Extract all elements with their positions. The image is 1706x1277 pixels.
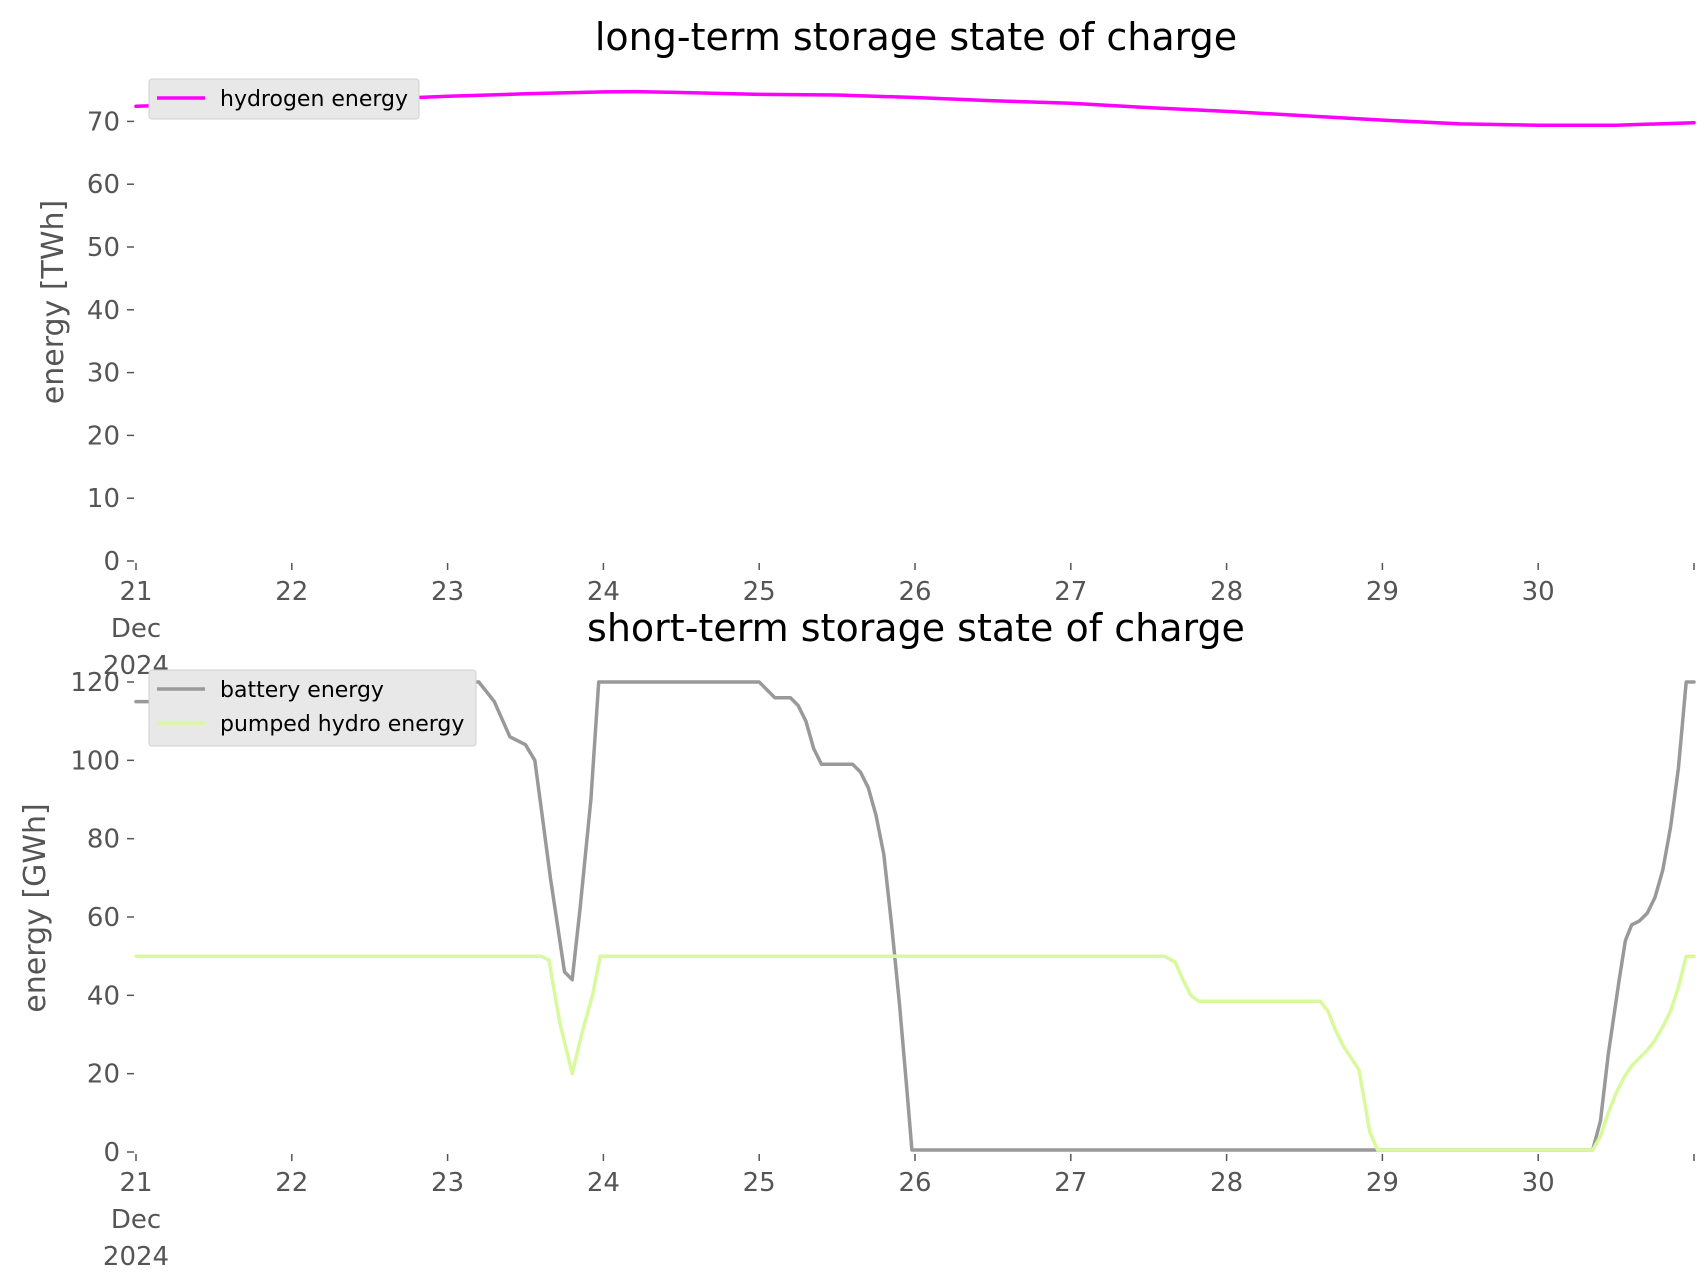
y-tick-label: 60 bbox=[87, 903, 120, 933]
x-tick-label: 28 bbox=[1210, 577, 1243, 607]
x-tick-label: 29 bbox=[1366, 1168, 1399, 1198]
legend: battery energy pumped hydro energy bbox=[148, 669, 477, 747]
y-tick-label: 80 bbox=[87, 825, 120, 855]
x-tick-label: 27 bbox=[1054, 577, 1087, 607]
chart-short-term: short-term storage state of charge energ… bbox=[18, 606, 1696, 1272]
y-tick-label: 40 bbox=[87, 296, 120, 326]
series-line-pumped-hydro-energy bbox=[134, 954, 1696, 1152]
legend: hydrogen energy bbox=[148, 78, 420, 120]
y-tick-label: 20 bbox=[87, 421, 120, 451]
x-tick-label: 26 bbox=[898, 577, 931, 607]
chart-title: short-term storage state of charge bbox=[587, 606, 1245, 650]
y-tick-label: 70 bbox=[87, 107, 120, 137]
legend-label-hydrogen: hydrogen energy bbox=[220, 87, 408, 112]
x-tick-label: 21 bbox=[119, 577, 152, 607]
legend-label-pumped-hydro: pumped hydro energy bbox=[220, 712, 464, 737]
legend-box bbox=[148, 78, 420, 120]
y-tick-label: 50 bbox=[87, 233, 120, 263]
series-line-battery-energy bbox=[134, 680, 1696, 1152]
x-tick-label: 21 bbox=[119, 1168, 152, 1198]
x-tick-label: 27 bbox=[1054, 1168, 1087, 1198]
y-axis-label: energy [TWh] bbox=[36, 200, 71, 404]
x-tick-label: 28 bbox=[1210, 1168, 1243, 1198]
series-layer bbox=[134, 680, 1696, 1152]
x-tick-label: 25 bbox=[743, 1168, 776, 1198]
x-tick-label: Dec bbox=[111, 614, 161, 644]
x-tick-label: 29 bbox=[1366, 577, 1399, 607]
chart-long-term: long-term storage state of charge energy… bbox=[36, 15, 1696, 681]
x-tick-label: 24 bbox=[587, 577, 620, 607]
x-tick-label: 25 bbox=[743, 577, 776, 607]
x-tick-label: 26 bbox=[898, 1168, 931, 1198]
x-tick-label: 30 bbox=[1522, 1168, 1555, 1198]
x-tick-label: Dec bbox=[111, 1205, 161, 1235]
ticks-layer: 0 20 40 60 80 100 120 21 Dec 2024 22 23 24 25 26 27 28 29… bbox=[70, 668, 1695, 1272]
legend-label-battery: battery energy bbox=[220, 678, 384, 703]
x-tick-label: 30 bbox=[1522, 577, 1555, 607]
y-tick-label: 0 bbox=[103, 1138, 120, 1168]
y-tick-label: 60 bbox=[87, 170, 120, 200]
legend-box bbox=[148, 669, 477, 747]
y-tick-label: 0 bbox=[103, 547, 120, 577]
x-tick-label: 23 bbox=[431, 577, 464, 607]
y-axis-label: energy [GWh] bbox=[18, 803, 53, 1012]
y-tick-label: 120 bbox=[70, 668, 120, 698]
y-tick-label: 30 bbox=[87, 359, 120, 389]
y-tick-label: 10 bbox=[87, 484, 120, 514]
chart-title: long-term storage state of charge bbox=[595, 15, 1237, 59]
x-tick-label: 22 bbox=[275, 1168, 308, 1198]
y-tick-label: 100 bbox=[70, 746, 120, 776]
y-tick-label: 40 bbox=[87, 981, 120, 1011]
x-tick-label: 2024 bbox=[103, 1242, 169, 1272]
y-tick-label: 20 bbox=[87, 1060, 120, 1090]
x-tick-label: 24 bbox=[587, 1168, 620, 1198]
x-tick-label: 22 bbox=[275, 577, 308, 607]
x-tick-label: 23 bbox=[431, 1168, 464, 1198]
